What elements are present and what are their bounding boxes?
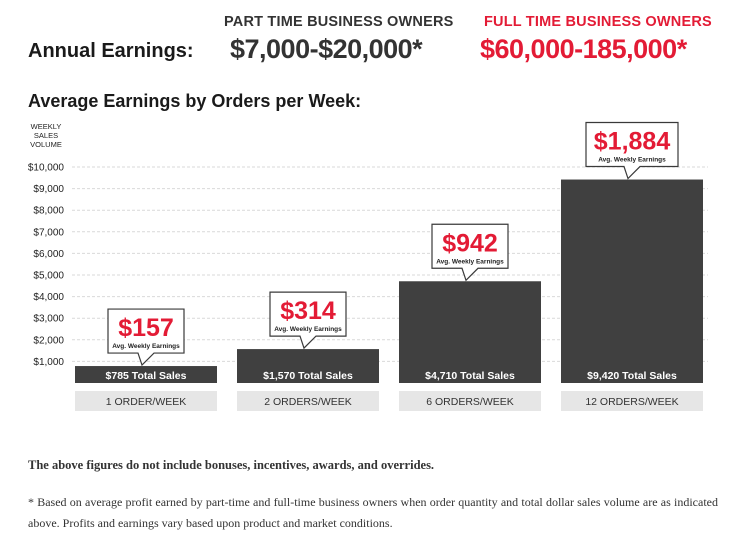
earnings-caption: Avg. Weekly Earnings [274, 326, 342, 333]
bar-total-label: $9,420 Total Sales [587, 370, 677, 382]
earnings-bar-chart: $1,000 $2,000 $3,000 $4,000 $5,000 $6,000 $7,0… [28, 121, 708, 411]
bar [399, 281, 541, 383]
footnote: * Based on average profit earned by part… [28, 495, 718, 530]
earnings-value: $942 [442, 229, 498, 257]
y-tick-label: $1,000 [33, 357, 64, 368]
x-tick-label: 12 ORDERS/WEEK [585, 396, 678, 408]
bar [237, 349, 379, 383]
earnings-caption: Avg. Weekly Earnings [112, 343, 180, 350]
annual-earnings-label: Annual Earnings: [28, 40, 194, 62]
category-band [237, 391, 379, 411]
x-tick-label: 6 ORDERS/WEEK [426, 396, 514, 408]
earnings-value: $1,884 [594, 128, 671, 156]
y-tick-label: $9,000 [33, 184, 64, 195]
category-band [561, 391, 703, 411]
bar [75, 366, 217, 383]
category-band [399, 391, 541, 411]
y-axis-title: WEEKLY SALES VOLUME [30, 122, 62, 149]
earnings-value: $157 [118, 314, 174, 342]
bar [561, 179, 703, 383]
earnings-callout [269, 291, 347, 350]
part-time-earnings: $7,000-$20,000* [230, 34, 423, 64]
earnings-callout [107, 308, 185, 367]
y-tick-label: $8,000 [33, 206, 64, 217]
chart-section-title: Average Earnings by Orders per Week: [28, 91, 362, 111]
earnings-caption: Avg. Weekly Earnings [436, 258, 504, 265]
full-time-heading: FULL TIME BUSINESS OWNERS [484, 14, 712, 30]
earnings-caption: Avg. Weekly Earnings [598, 157, 666, 164]
y-tick-label: $10,000 [28, 163, 65, 174]
earnings-value: $314 [280, 297, 336, 325]
earnings-callout [431, 223, 509, 282]
y-tick-label: $4,000 [33, 292, 64, 303]
y-tick-label: $2,000 [33, 335, 64, 346]
bar-total-label: $1,570 Total Sales [263, 370, 353, 382]
x-tick-label: 2 ORDERS/WEEK [264, 396, 352, 408]
category-band [75, 391, 217, 411]
y-tick-label: $3,000 [33, 314, 64, 325]
full-time-earnings: $60,000-185,000* [480, 34, 687, 64]
disclaimer-note: The above figures do not include bonuses… [28, 458, 435, 472]
part-time-heading: PART TIME BUSINESS OWNERS [224, 14, 454, 30]
x-tick-label: 1 ORDER/WEEK [106, 396, 187, 408]
bar-total-label: $785 Total Sales [106, 370, 187, 382]
earnings-callout [585, 121, 679, 180]
y-tick-label: $5,000 [33, 271, 64, 282]
y-tick-label: $6,000 [33, 249, 64, 260]
y-tick-label: $7,000 [33, 227, 64, 238]
bar-total-label: $4,710 Total Sales [425, 370, 515, 382]
